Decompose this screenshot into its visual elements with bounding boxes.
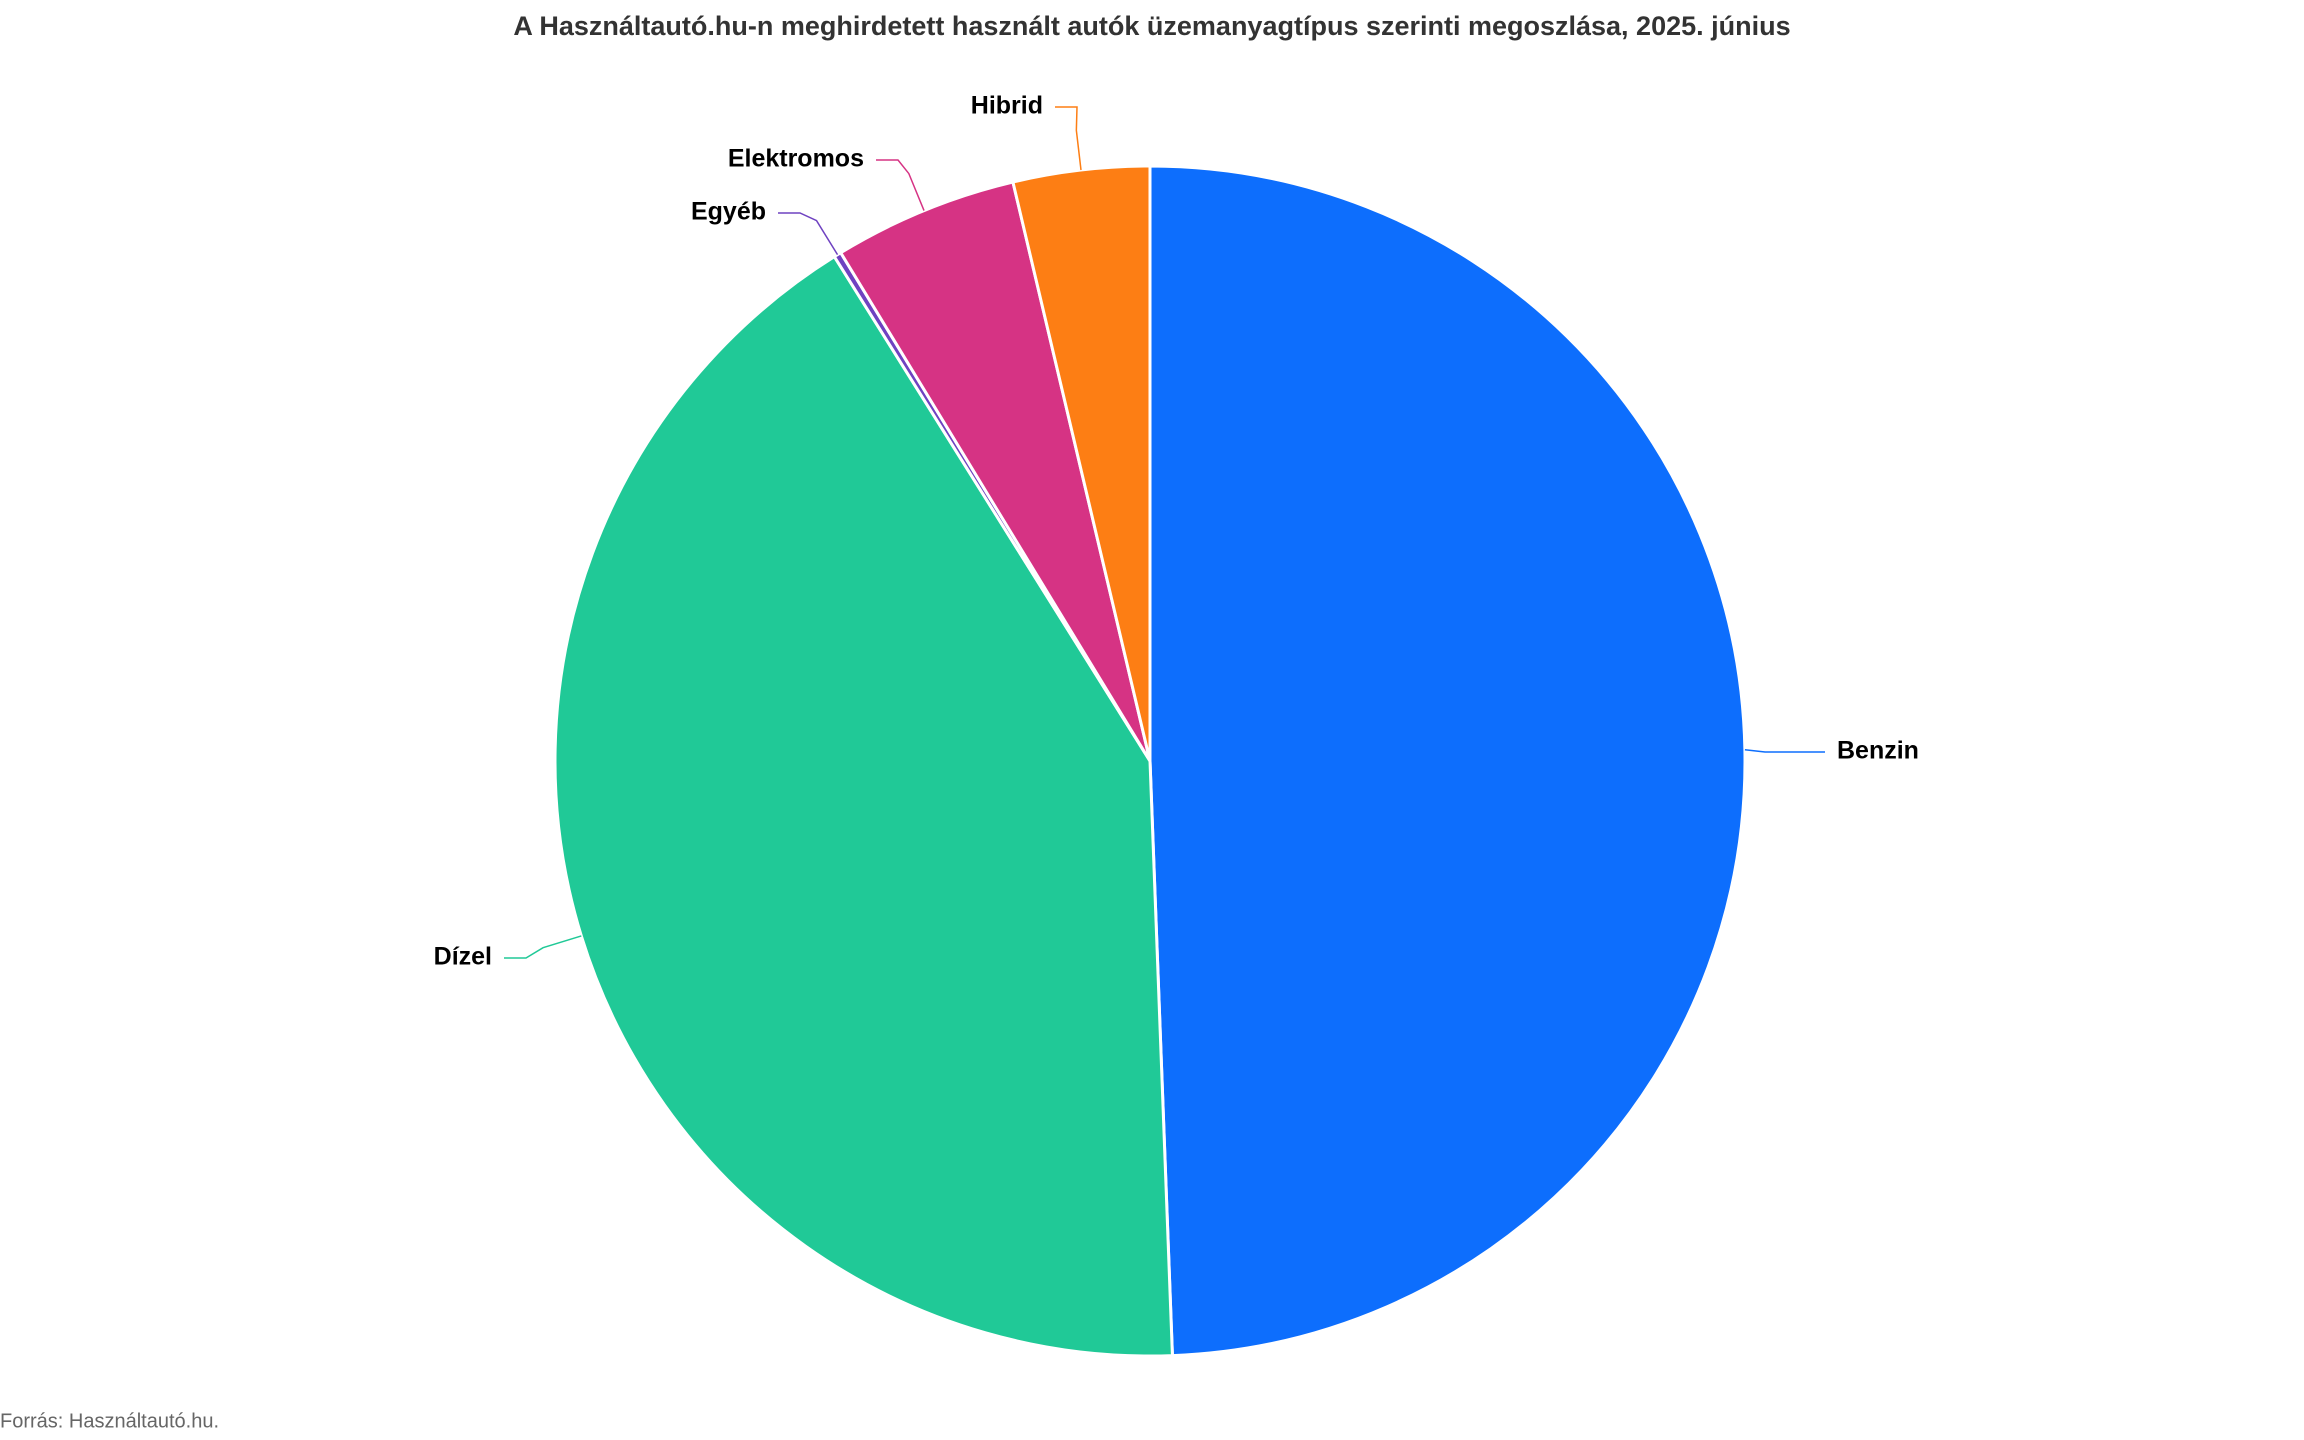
leader-line — [1744, 749, 1825, 753]
leader-line — [504, 935, 582, 959]
slice-label: Elektromos — [728, 145, 864, 173]
leader-line — [778, 212, 839, 256]
pie-slice — [1148, 164, 1747, 1358]
slice-label: Hibrid — [971, 92, 1043, 120]
chart-title: A Használtautó.hu-n meghirdetett használ… — [513, 11, 1790, 41]
leader-line — [1055, 106, 1082, 171]
pie-slice — [1011, 164, 1152, 762]
leader-line — [876, 159, 925, 211]
pie-slice — [553, 254, 1174, 1358]
source-note: Forrás: Használtautó.hu. — [0, 1410, 219, 1432]
slice-label: Egyéb — [691, 198, 766, 226]
slice-label: Dízel — [434, 943, 492, 971]
slice-label: Benzin — [1837, 737, 1919, 765]
pie-slice — [838, 180, 1152, 762]
